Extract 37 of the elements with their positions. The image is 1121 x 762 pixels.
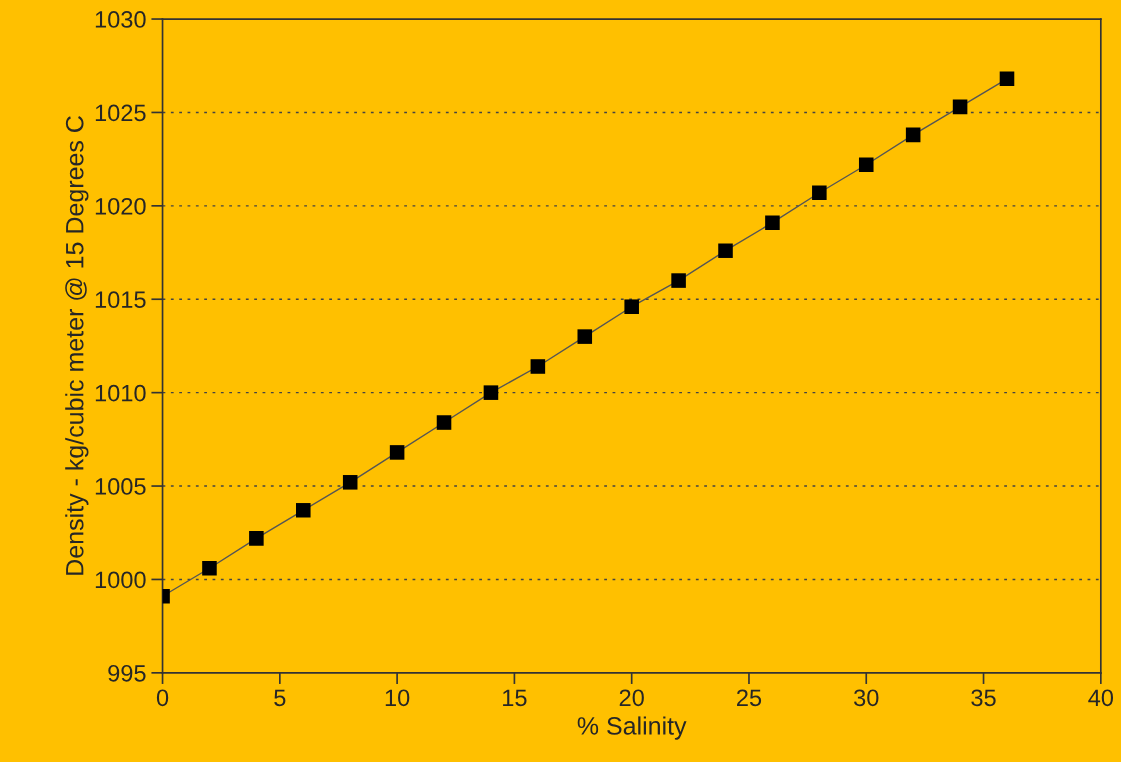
y-tick-label: 1010 (95, 384, 146, 402)
point (577, 329, 593, 344)
point (530, 359, 546, 374)
point (999, 71, 1015, 87)
y-tick-label: 1030 (95, 11, 146, 28)
y-tick-label: 1025 (95, 104, 146, 122)
point (342, 475, 358, 490)
x-tick-label: 10 (385, 689, 410, 707)
point (483, 385, 499, 400)
x-axis-title: % Salinity (577, 716, 687, 740)
point (905, 127, 921, 143)
x-tick-label: 40 (1088, 689, 1114, 707)
point (671, 273, 686, 288)
x-tick-label: 5 (274, 689, 286, 707)
point (624, 299, 639, 314)
x-tick-label: 30 (854, 689, 879, 707)
point (249, 531, 264, 546)
x-tick-label: 35 (971, 689, 996, 707)
point (296, 503, 311, 518)
point (389, 445, 405, 460)
point (436, 415, 452, 430)
point (858, 157, 874, 173)
x-tick-label: 15 (503, 689, 527, 707)
y-tick-label: 1020 (95, 197, 146, 215)
y-tick-label: 1015 (95, 291, 146, 309)
x-tick-label: 20 (619, 689, 644, 707)
x-tick-label: 25 (737, 689, 762, 707)
point (952, 99, 968, 115)
y-axis-title: Density - kg/cubic meter @ 15 Degrees C (65, 116, 89, 575)
point (812, 185, 827, 201)
point (202, 560, 217, 576)
y-tick-label: 1000 (95, 571, 146, 589)
y-tick-label: 995 (108, 664, 146, 682)
y-tick-label: 1005 (95, 478, 146, 495)
x-tick-label: 0 (156, 689, 169, 707)
point (718, 243, 733, 258)
point (765, 215, 780, 230)
